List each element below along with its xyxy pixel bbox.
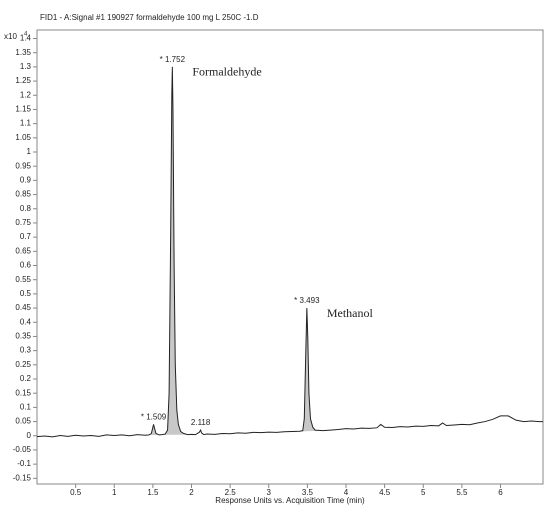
compound-label: Formaldehyde (192, 65, 261, 79)
compound-label: Methanol (327, 306, 374, 320)
y-tick-label: 0.45 (15, 303, 31, 312)
x-axis-label: Response Units vs. Acquisition Time (min… (215, 496, 365, 505)
y-tick-label: 1.35 (15, 48, 31, 57)
peak-area (159, 66, 188, 435)
y-tick-label: 1.4 (20, 34, 32, 43)
y-tick-label: 1.3 (20, 62, 32, 71)
x-tick-label: 6 (498, 488, 503, 497)
y-unit-exponent: 4 (24, 32, 28, 38)
x-tick-label: 1 (112, 488, 117, 497)
x-tick-label: 4 (344, 488, 349, 497)
y-tick-label: 0.95 (15, 161, 31, 170)
y-tick-label: 1.05 (15, 133, 31, 142)
peak-label: * 3.493 (294, 296, 320, 305)
y-unit: x10 (4, 32, 17, 41)
x-tick-label: 5 (421, 488, 426, 497)
y-tick-label: 0.9 (20, 175, 32, 184)
y-tick-label: 0.65 (15, 246, 31, 255)
y-tick-label: 1.25 (15, 76, 31, 85)
y-tick-label: 0.1 (20, 402, 32, 411)
peak-label: 2.118 (191, 418, 211, 427)
y-tick-label: 0.5 (20, 289, 32, 298)
y-tick-label: 0.8 (20, 204, 32, 213)
x-tick-label: 3.5 (302, 488, 314, 497)
x-tick-label: 3 (267, 488, 272, 497)
trace (36, 66, 543, 438)
chart-title: FID1 - A:Signal #1 190927 formaldehyde 1… (40, 13, 259, 22)
y-tick-label: 0.2 (20, 374, 32, 383)
y-tick-label: 0.7 (20, 232, 32, 241)
x-tick-label: 0.5 (70, 488, 82, 497)
y-tick-label: 0.55 (15, 275, 31, 284)
y-tick-label: 0.25 (15, 360, 31, 369)
y-tick-label: 0.35 (15, 332, 31, 341)
peak-area (276, 308, 323, 433)
x-tick-label: 2.5 (225, 488, 237, 497)
x-tick-label: 4.5 (379, 488, 391, 497)
y-tick-label: 0.05 (15, 417, 31, 426)
y-tick-label: 0.85 (15, 190, 31, 199)
y-tick-label: 1.2 (20, 90, 32, 99)
peak-label: * 1.752 (160, 55, 186, 64)
y-tick-label: 0.75 (15, 218, 31, 227)
y-tick-label: -0.05 (13, 445, 32, 454)
x-tick-label: 5.5 (456, 488, 468, 497)
y-tick-label: 1.15 (15, 105, 31, 114)
y-tick-label: 1 (27, 147, 32, 156)
y-tick-label: 0.15 (15, 388, 31, 397)
plot-frame (36, 29, 544, 485)
peak-label: * 1.509 (141, 413, 167, 422)
y-tick-label: 1.1 (20, 119, 32, 128)
y-tick-label: 0.6 (20, 261, 32, 270)
y-tick-label: 0.4 (20, 317, 32, 326)
y-tick-label: 0.3 (20, 346, 32, 355)
x-tick-label: 1.5 (147, 488, 159, 497)
x-tick-label: 2 (189, 488, 194, 497)
y-tick-label: -0.15 (13, 473, 32, 482)
y-tick-label: 0 (27, 431, 32, 440)
y-tick-label: -0.1 (17, 459, 31, 468)
